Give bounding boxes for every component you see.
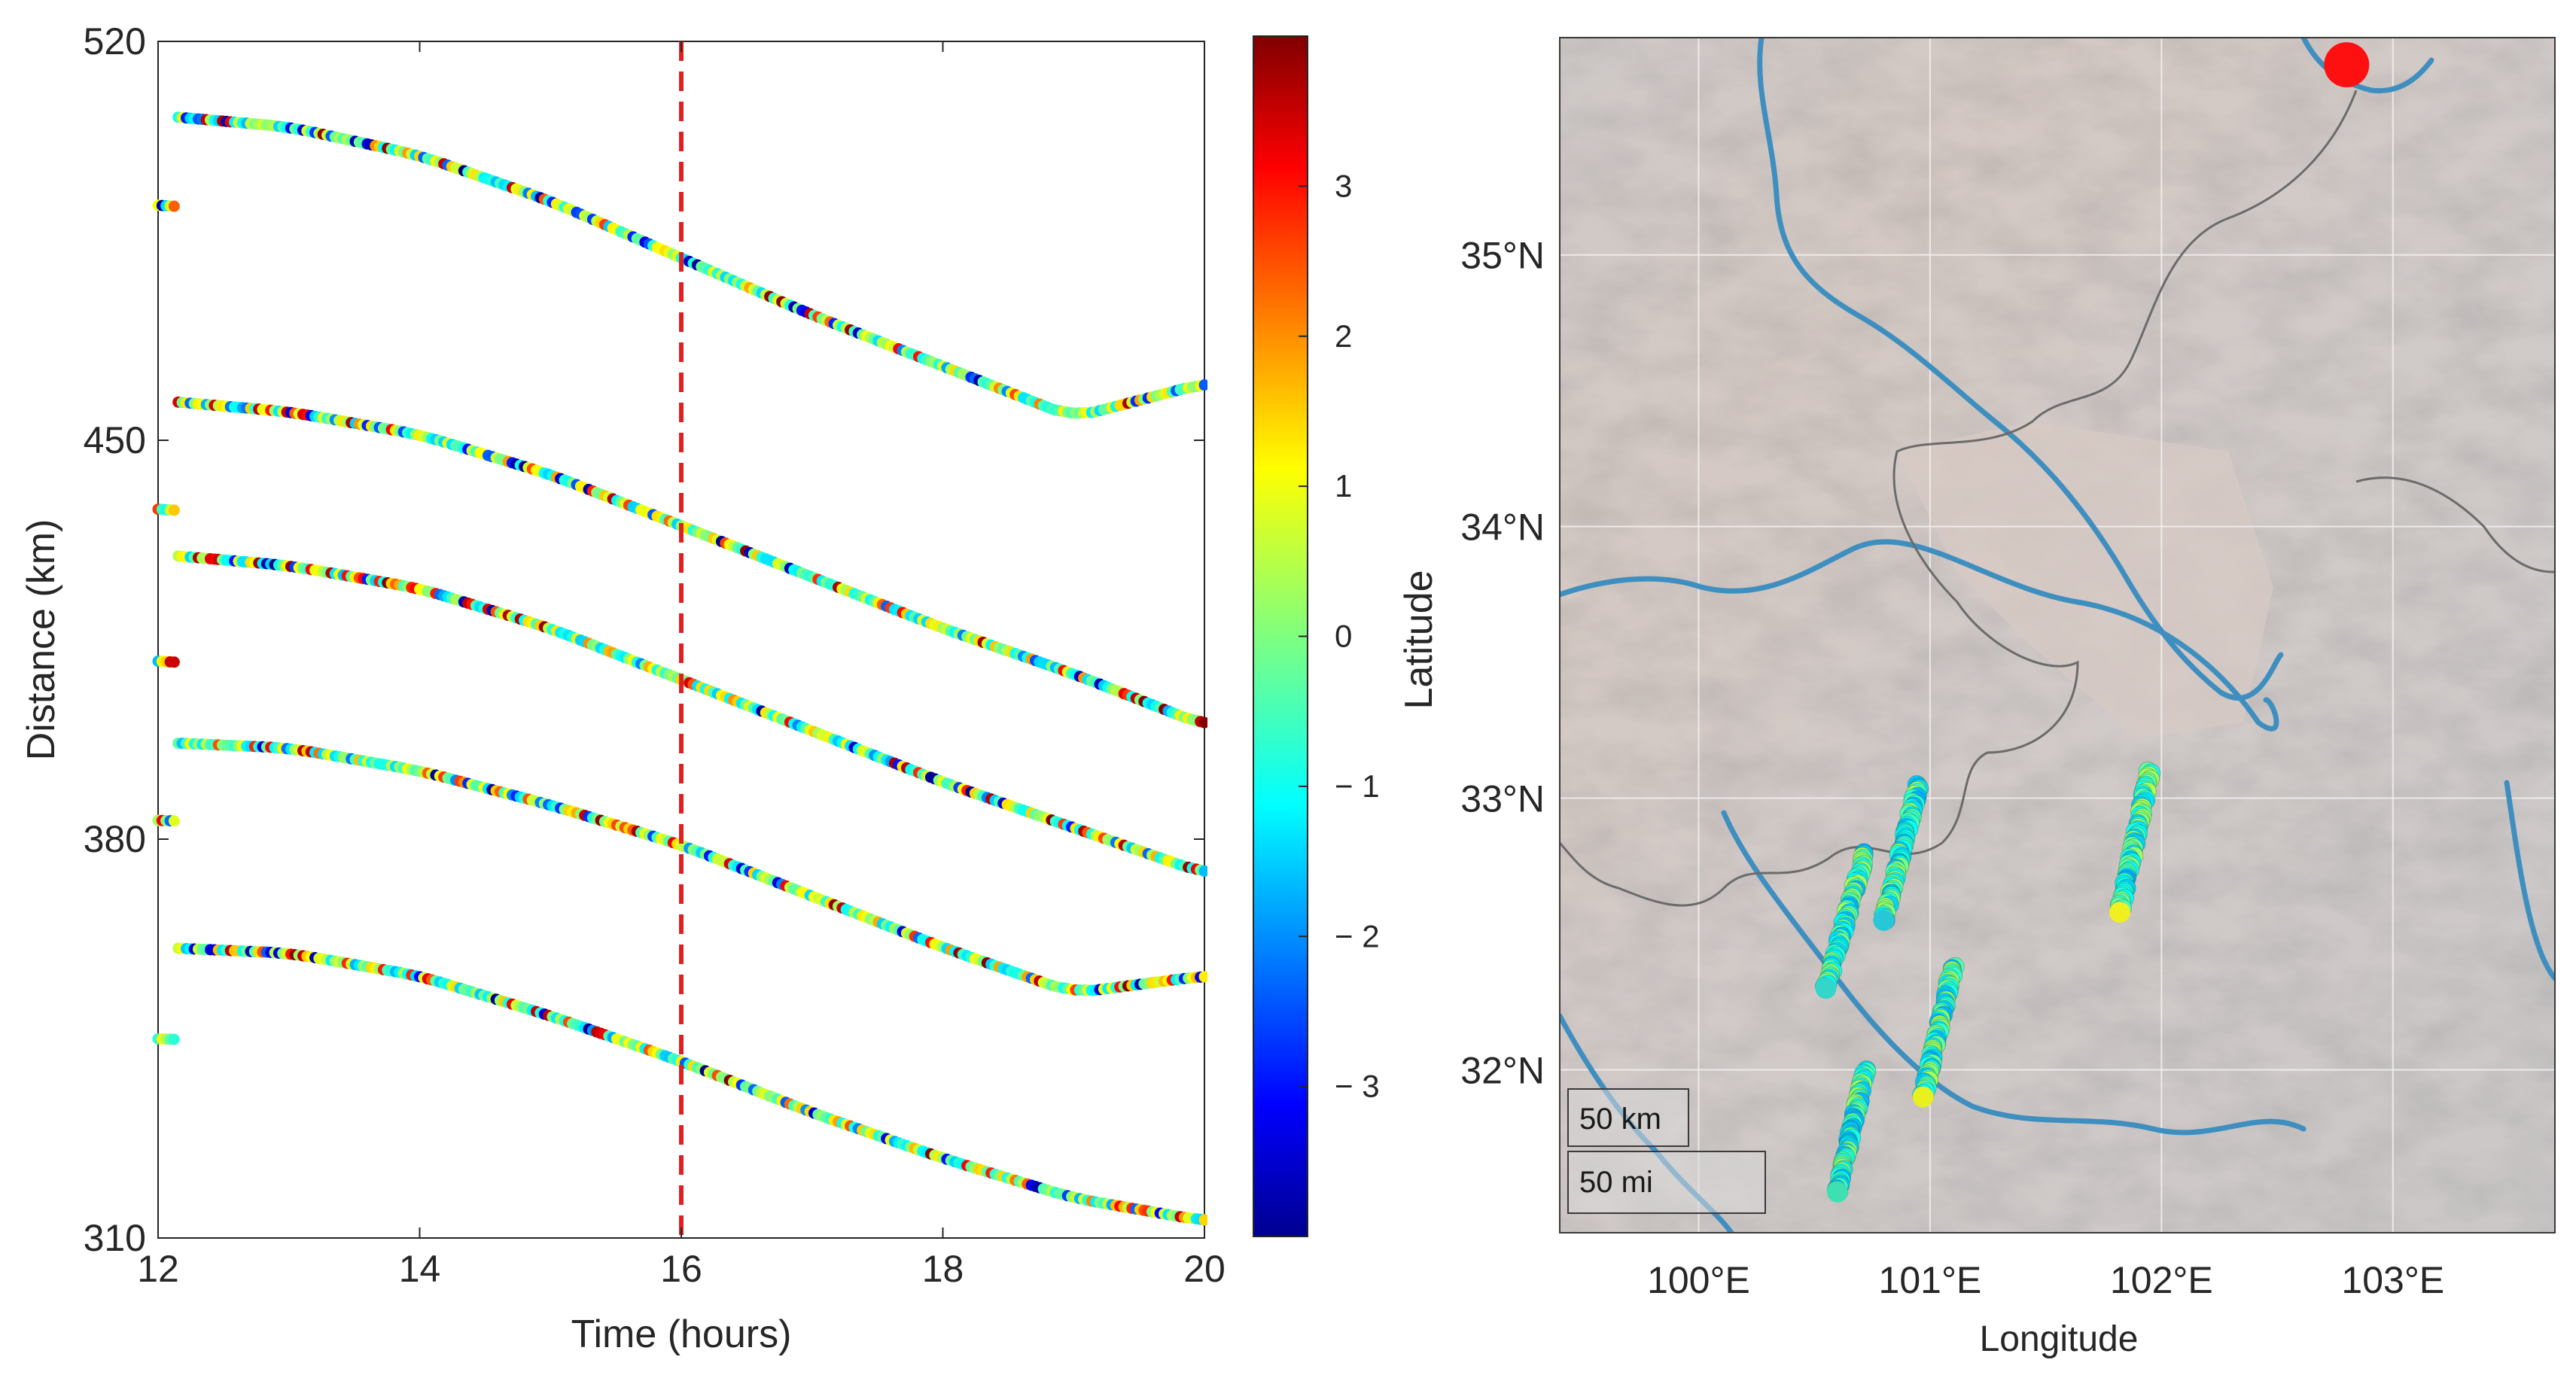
map-y-axis-title: Latitude	[1397, 570, 1441, 709]
colorbar-tick-label: 1	[1335, 468, 1352, 503]
y-tick-label: 380	[84, 818, 146, 860]
scale-bar-mi-label: 50 mi	[1579, 1166, 1653, 1199]
data-point	[1198, 865, 1207, 877]
series-2	[152, 396, 1207, 729]
river-northeast	[2300, 38, 2434, 94]
map-x-tick-label: 102°E	[2110, 1259, 2213, 1301]
source-marker	[2324, 42, 2370, 88]
series-layer	[152, 111, 1207, 1226]
series-5	[152, 942, 1207, 1226]
map-x-axis-title: Longitude	[1980, 1319, 2139, 1359]
x-tick-label: 12	[137, 1248, 179, 1290]
colorbar-tick-label: − 1	[1335, 768, 1380, 804]
station-tracks	[1814, 761, 2161, 1203]
track-start-point	[1815, 978, 1837, 999]
map-x-tick-label: 103°E	[2341, 1259, 2444, 1301]
data-point	[168, 200, 180, 212]
river-main	[1757, 38, 2284, 701]
data-point	[168, 656, 180, 668]
colorbar-tick-label: 2	[1335, 318, 1352, 354]
river-southwest	[1721, 810, 2307, 1136]
map-grid	[1560, 38, 2555, 1233]
map-y-tick-label: 35°N	[1460, 235, 1545, 277]
station-track-4	[1826, 1060, 1877, 1203]
x-ticks: 12 14 16 18 20	[137, 41, 1226, 1290]
colorbar-ticks: 3 2 1 0 − 1 − 2 − 3	[1299, 168, 1380, 1104]
scale-bar-mi: 50 mi	[1567, 1151, 1766, 1214]
scale-bar-km-label: 50 km	[1579, 1103, 1661, 1136]
data-point	[168, 504, 180, 516]
station-track-2	[1873, 775, 1929, 931]
scale-bar-km: 50 km	[1567, 1088, 1689, 1147]
data-point	[1198, 1214, 1207, 1226]
track-start-point	[1912, 1086, 1934, 1108]
station-track-3	[1911, 957, 1965, 1108]
station-track-1	[1814, 843, 1874, 999]
map-y-tick-label: 33°N	[1460, 778, 1545, 820]
map-y-tick-label: 34°N	[1460, 506, 1545, 549]
data-point	[168, 1033, 180, 1045]
data-point	[1198, 971, 1207, 983]
station-track-5	[2109, 761, 2161, 923]
series-3	[152, 550, 1207, 877]
track-start-point	[1873, 909, 1895, 931]
colorbar-tick-label: 0	[1335, 619, 1352, 654]
colorbar-tick-label: 3	[1335, 168, 1352, 203]
data-point	[1198, 379, 1207, 391]
colorbar: 3 2 1 0 − 1 − 2 − 3	[1253, 35, 1380, 1237]
river-east	[2504, 780, 2555, 981]
river-lower	[1560, 539, 2279, 732]
y-tick-label: 520	[84, 20, 146, 62]
y-axis-title: Distance (km)	[20, 519, 63, 761]
admin-boundary	[1560, 90, 2555, 907]
x-tick-label: 18	[922, 1248, 964, 1290]
y-ticks: 310 380 450 520	[84, 20, 1204, 1259]
data-point	[168, 815, 180, 827]
distance-time-plot: 12 14 16 18 20 310 380 450 520 Time (hours) Dis…	[20, 20, 1226, 1356]
plateau-basin	[1897, 421, 2273, 738]
y-tick-label: 450	[84, 419, 146, 461]
track-start-point	[2109, 902, 2131, 923]
map-panel: 50 km 50 mi 100°E 101°E 102°E 103°E 35°N 34°N…	[1397, 37, 2556, 1359]
track-start-point	[1826, 1181, 1848, 1203]
colorbar-tick-label: − 3	[1335, 1069, 1380, 1104]
x-axis-title: Time (hours)	[571, 1313, 792, 1356]
map-frame	[1559, 37, 2556, 1233]
data-point	[1198, 716, 1207, 729]
map-ticks: 100°E 101°E 102°E 103°E 35°N 34°N 33°N 32°N	[1460, 235, 2444, 1301]
x-tick-label: 16	[660, 1248, 702, 1290]
map-x-tick-label: 100°E	[1647, 1259, 1750, 1301]
x-tick-label: 14	[399, 1248, 441, 1290]
colorbar-tick-label: − 2	[1335, 918, 1380, 954]
map-x-tick-label: 101°E	[1879, 1259, 1982, 1301]
y-tick-label: 310	[84, 1217, 146, 1259]
map-y-tick-label: 32°N	[1460, 1049, 1545, 1091]
series-1	[152, 111, 1207, 419]
series-4	[152, 737, 1207, 996]
x-tick-label: 20	[1183, 1248, 1226, 1290]
